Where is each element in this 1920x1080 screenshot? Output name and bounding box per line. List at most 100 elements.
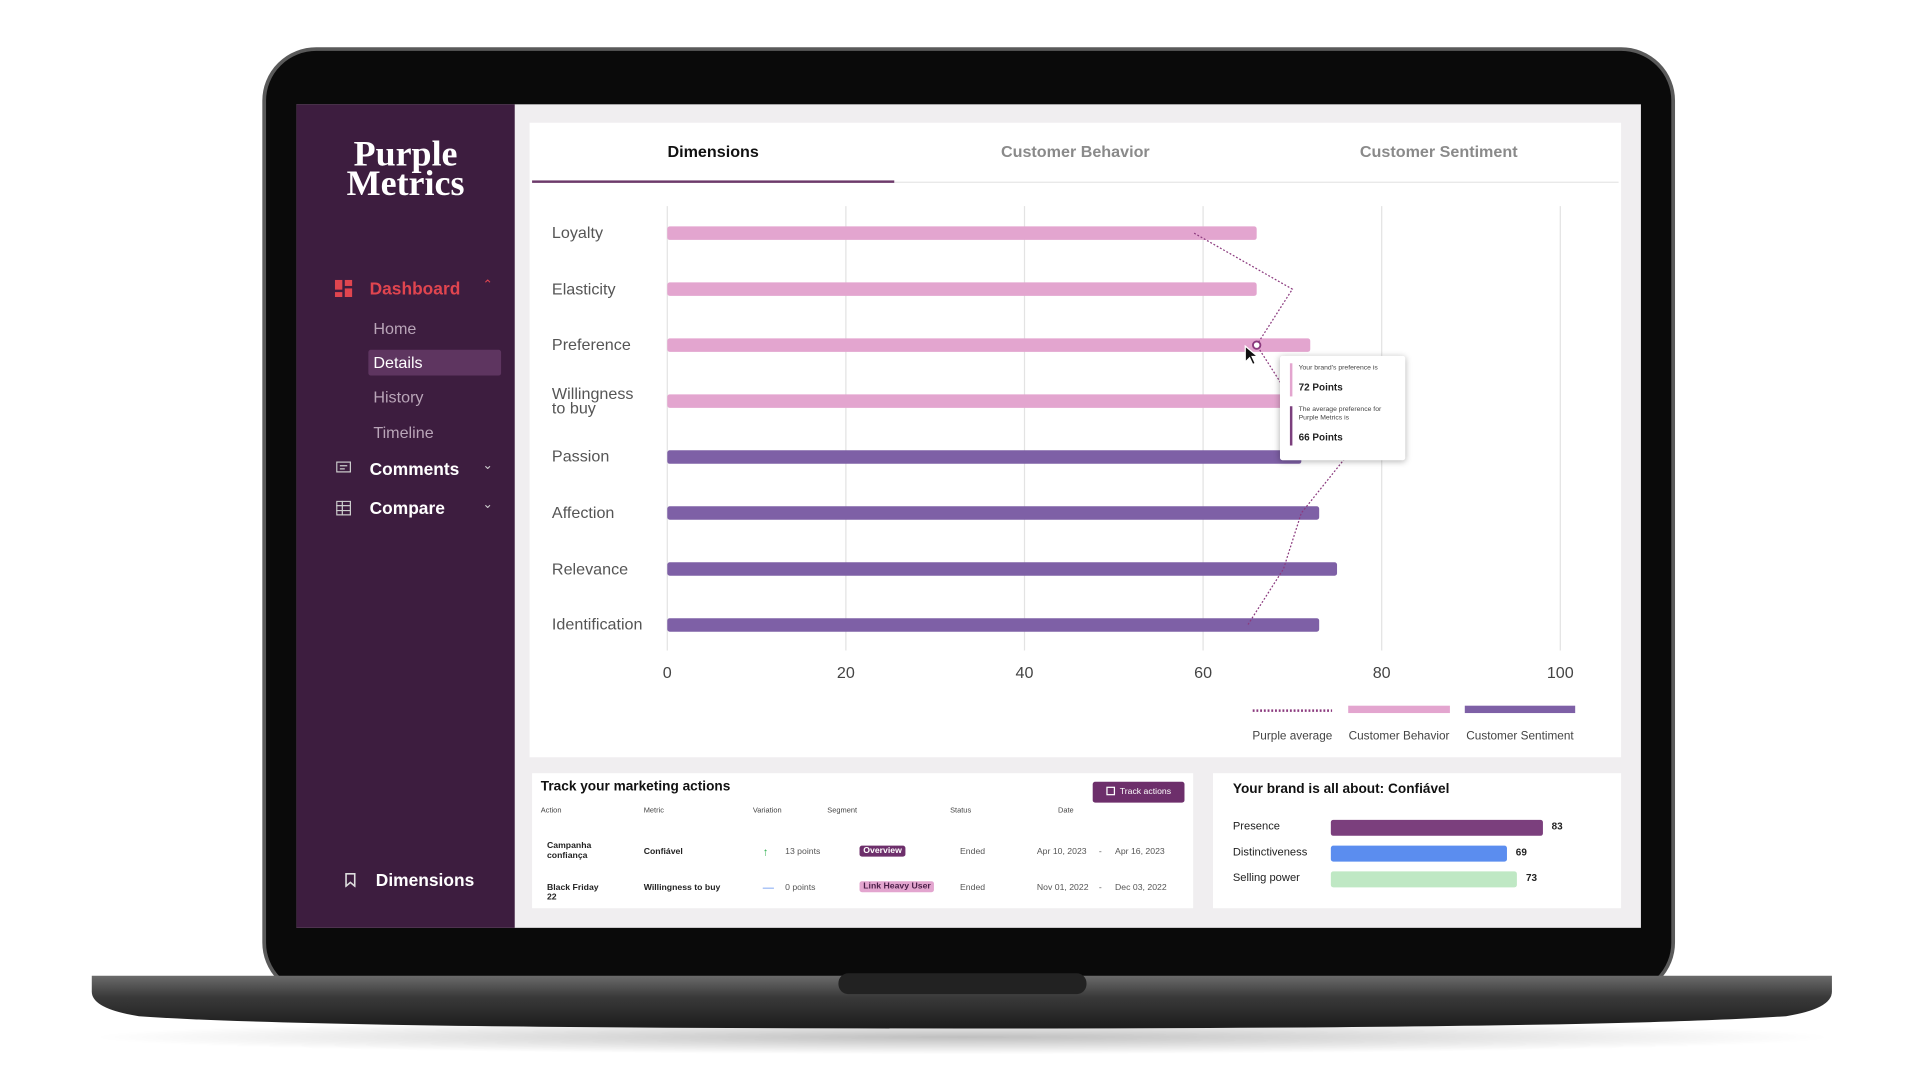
bar <box>667 226 1257 240</box>
tooltip-swatch <box>1289 363 1293 397</box>
legend-swatch <box>1348 705 1450 714</box>
nav-subitem[interactable]: Home <box>373 319 417 338</box>
logo-line: Purple <box>353 135 458 175</box>
nav-subitem[interactable]: Timeline <box>373 423 434 442</box>
tooltip-value: 66 Points <box>1298 432 1343 444</box>
category-label: Elasticity <box>551 279 616 298</box>
cell-metric: Confiável <box>643 848 683 857</box>
cell-segment: Overview <box>859 845 906 857</box>
active-highlight <box>368 349 502 376</box>
chevron: ⌄ <box>482 459 493 473</box>
tab[interactable]: Dimensions <box>667 142 759 161</box>
x-tick-label: 60 <box>1194 664 1212 682</box>
bookmark-icon <box>345 873 356 888</box>
legend-label: Purple average <box>1252 730 1332 743</box>
bar <box>667 338 1311 352</box>
column-header: Segment <box>827 807 858 815</box>
tab-underline <box>532 180 895 183</box>
cell-action: Campanha confiança <box>546 841 592 861</box>
tab[interactable]: Customer Sentiment <box>1359 142 1518 161</box>
average-line <box>1193 232 1347 626</box>
bar <box>667 450 1302 464</box>
chevron: ⌃ <box>482 278 493 293</box>
cell-action: Black Friday 22 <box>546 883 599 903</box>
nav-item[interactable]: Dimensions <box>375 870 475 890</box>
cell-date-end: Apr 16, 2023 <box>1115 848 1165 857</box>
comments-icon <box>336 461 352 473</box>
x-tick-label: 100 <box>1547 664 1574 682</box>
dashboard-icon <box>334 279 353 298</box>
column-header: Date <box>1057 807 1074 815</box>
brand-bar <box>1330 819 1543 836</box>
notch <box>838 973 1087 995</box>
nav-item[interactable]: Dashboard <box>369 278 461 299</box>
logo: Purple Metrics <box>296 135 514 204</box>
column-header: Action <box>540 807 562 815</box>
nav-subitem[interactable]: Details <box>373 353 423 372</box>
cell-status: Ended <box>959 883 986 893</box>
brand-value: 69 <box>1515 846 1527 858</box>
brand-value: 83 <box>1551 821 1563 833</box>
nav-item[interactable]: Compare <box>369 498 445 518</box>
track-button[interactable]: Track actions <box>1092 781 1185 803</box>
category-label: Willingness to buy <box>551 383 634 418</box>
tab-divider <box>532 181 1619 183</box>
variation-icon: ↑ <box>762 845 769 858</box>
column-header: Variation <box>752 807 782 815</box>
x-tick-label: 0 <box>663 664 672 682</box>
cursor <box>1244 344 1259 366</box>
cell-date-end: Dec 03, 2022 <box>1115 883 1167 893</box>
brand-bar <box>1330 845 1508 862</box>
cell-metric: Willingness to buy <box>643 883 721 893</box>
bar <box>667 562 1338 576</box>
logo-line: Metrics <box>346 164 465 204</box>
legend-label: Customer Behavior <box>1349 730 1450 743</box>
legend-label: Customer Sentiment <box>1466 730 1574 743</box>
nav-subitem[interactable]: History <box>373 387 424 407</box>
category-label: Loyalty <box>551 223 604 242</box>
shadow <box>94 1019 1831 1055</box>
date-separator: - <box>1098 883 1102 893</box>
variation-icon: — <box>762 881 774 894</box>
cell-variation: 13 points <box>785 848 821 857</box>
date-separator: - <box>1098 848 1102 857</box>
brand-title-text: Your brand is all about: <box>1232 781 1385 797</box>
legend-swatch <box>1464 705 1576 714</box>
brand-label: Distinctiveness <box>1232 845 1308 858</box>
category-label: Relevance <box>551 559 629 578</box>
brand-highlight: Confiável <box>1388 781 1450 797</box>
brand-value: 73 <box>1526 872 1538 884</box>
brand-label: Selling power <box>1232 871 1300 884</box>
tooltip-text: The average preference for Purple Metric… <box>1298 406 1382 423</box>
cell-date-start: Apr 10, 2023 <box>1036 848 1087 857</box>
brand-title: Your brand is all about: Confiável <box>1233 782 1450 797</box>
dimensions-chart: 0 20 40 60 80 100 Purple average Customer Behav… <box>663 206 1576 743</box>
tooltip-text: Your brand's preference is <box>1298 364 1378 372</box>
tooltip-swatch <box>1289 406 1293 446</box>
base <box>91 975 1832 1029</box>
cell-date-start: Nov 01, 2022 <box>1036 883 1089 893</box>
column-header: Status <box>950 807 972 815</box>
tab[interactable]: Customer Behavior <box>1000 142 1150 161</box>
category-label: Passion <box>551 447 610 466</box>
tooltip-value: 72 Points <box>1298 381 1343 393</box>
tooltip: Your brand's preference is 72 Points The… <box>1279 355 1406 461</box>
x-tick-label: 40 <box>1016 664 1034 682</box>
nav-item[interactable]: Comments <box>369 459 460 479</box>
brand-label: Presence <box>1232 819 1281 833</box>
chevron: ⌄ <box>482 498 493 512</box>
bar <box>667 394 1311 408</box>
x-tick-label: 80 <box>1373 664 1391 682</box>
category-label: Identification <box>551 615 643 634</box>
brand-bar <box>1330 871 1518 888</box>
sidebar <box>296 104 515 928</box>
bar <box>667 506 1320 520</box>
cell-segment: Link Heavy User <box>859 881 935 893</box>
category-label: Affection <box>551 503 615 522</box>
bar <box>667 618 1320 632</box>
column-header: Metric <box>643 807 664 815</box>
x-tick-label: 20 <box>837 664 855 682</box>
button-icon <box>1106 786 1115 796</box>
